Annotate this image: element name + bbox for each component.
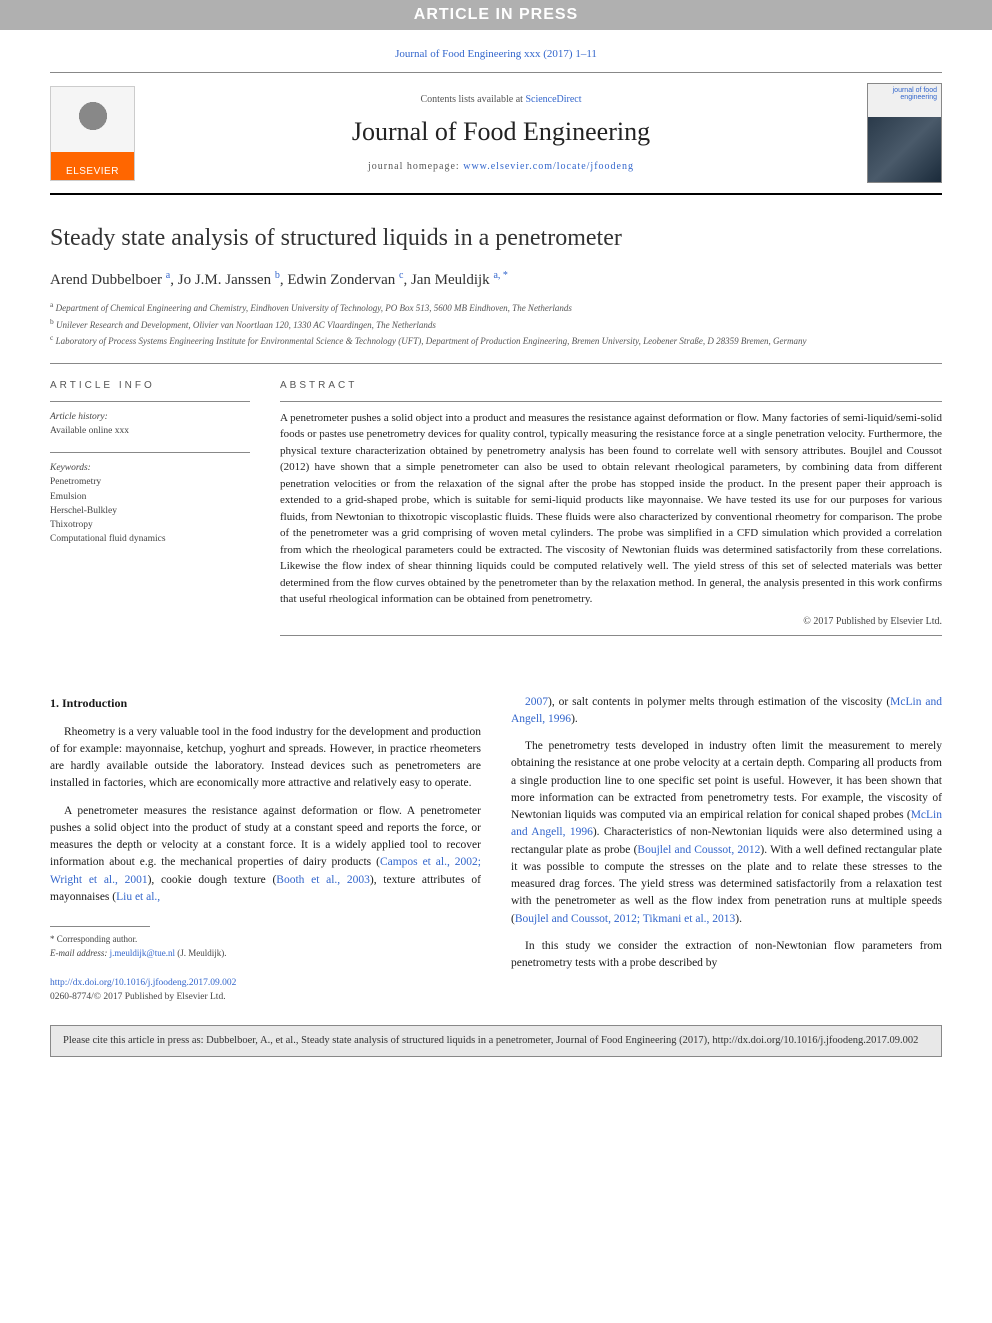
corresponding-author-footnote: * Corresponding author. E-mail address: … <box>50 933 481 960</box>
keywords-label: Keywords: <box>50 463 91 473</box>
body-columns: 1. Introduction Rheometry is a very valu… <box>50 694 942 1005</box>
abstract-text: A penetrometer pushes a solid object int… <box>280 410 942 608</box>
homepage-prefix: journal homepage: <box>368 161 463 172</box>
cover-image <box>868 117 941 182</box>
elsevier-label: ELSEVIER <box>66 166 119 180</box>
article-info-label: ARTICLE INFO <box>50 380 250 391</box>
cover-title: journal of food engineering <box>868 84 941 104</box>
author-list: Arend Dubbelboer a, Jo J.M. Janssen b, E… <box>50 270 942 289</box>
divider <box>50 401 250 402</box>
divider <box>280 635 942 636</box>
journal-header: ELSEVIER Contents lists available at Sci… <box>50 72 942 195</box>
doi-link[interactable]: http://dx.doi.org/10.1016/j.jfoodeng.201… <box>50 978 236 988</box>
homepage-line: journal homepage: www.elsevier.com/locat… <box>155 161 847 172</box>
divider <box>280 401 942 402</box>
corresponding-email-link[interactable]: j.meuldijk@tue.nl <box>110 948 175 958</box>
history-text: Available online xxx <box>50 426 129 436</box>
article-title: Steady state analysis of structured liqu… <box>50 225 942 252</box>
copyright-line: © 2017 Published by Elsevier Ltd. <box>280 616 942 627</box>
keywords-list: PenetrometryEmulsionHerschel-BulkleyThix… <box>50 477 166 544</box>
article-in-press-banner: ARTICLE IN PRESS <box>0 0 992 30</box>
contents-prefix: Contents lists available at <box>420 94 525 105</box>
journal-name: Journal of Food Engineering <box>155 117 847 147</box>
affiliations: a Department of Chemical Engineering and… <box>50 299 942 349</box>
corresponding-label: * Corresponding author. <box>50 933 481 947</box>
footnote-separator <box>50 926 150 927</box>
email-label: E-mail address: <box>50 948 110 958</box>
abstract-label: ABSTRACT <box>280 380 942 391</box>
sciencedirect-link[interactable]: ScienceDirect <box>525 94 581 105</box>
elsevier-logo: ELSEVIER <box>50 86 135 181</box>
doi-block: http://dx.doi.org/10.1016/j.jfoodeng.201… <box>50 976 481 1005</box>
divider <box>50 452 250 453</box>
article-history: Article history: Available online xxx <box>50 410 250 439</box>
history-label: Article history: <box>50 412 108 422</box>
issn-copyright: 0260-8774/© 2017 Published by Elsevier L… <box>50 992 226 1002</box>
keywords-block: Keywords: PenetrometryEmulsionHerschel-B… <box>50 461 250 547</box>
intro-heading: 1. Introduction <box>50 694 481 712</box>
abstract-section: ABSTRACT A penetrometer pushes a solid o… <box>280 380 942 644</box>
divider <box>50 363 942 364</box>
citation-box: Please cite this article in press as: Du… <box>50 1025 942 1058</box>
left-column: 1. Introduction Rheometry is a very valu… <box>50 694 481 1005</box>
journal-cover-thumbnail: journal of food engineering <box>867 83 942 183</box>
right-column: 2007), or salt contents in polymer melts… <box>511 694 942 1005</box>
article-info-sidebar: ARTICLE INFO Article history: Available … <box>50 380 250 644</box>
elsevier-tree-icon <box>63 92 123 152</box>
contents-available-line: Contents lists available at ScienceDirec… <box>155 94 847 105</box>
email-suffix: (J. Meuldijk). <box>175 948 227 958</box>
journal-reference: Journal of Food Engineering xxx (2017) 1… <box>0 30 992 72</box>
homepage-link[interactable]: www.elsevier.com/locate/jfoodeng <box>463 161 634 172</box>
